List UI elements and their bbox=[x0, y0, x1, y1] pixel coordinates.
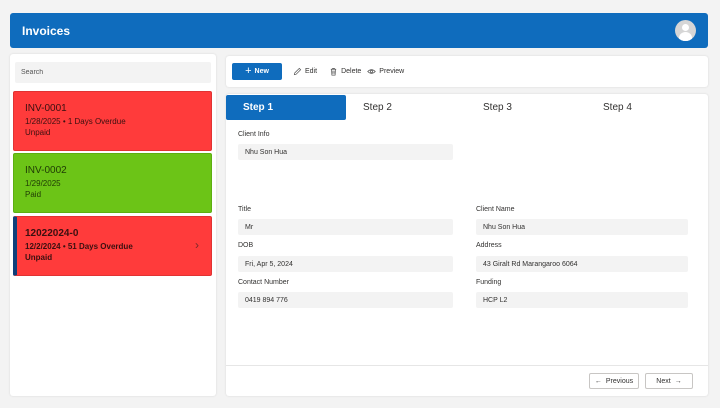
invoice-details: 1/29/2025 bbox=[25, 179, 61, 188]
invoice-details: 1/28/2025 • 1 Days Overdue bbox=[25, 117, 126, 126]
pencil-icon bbox=[293, 67, 302, 76]
arrow-right-icon: → bbox=[674, 377, 682, 385]
app-title: Invoices bbox=[22, 23, 71, 38]
client-name-label: Client Name bbox=[476, 206, 515, 213]
tab-step-2[interactable]: Step 2 bbox=[363, 102, 392, 113]
contact-number-field[interactable]: 0419 894 776 bbox=[238, 292, 453, 308]
edit-button[interactable]: Edit bbox=[293, 67, 317, 76]
edit-label: Edit bbox=[305, 68, 318, 75]
step-tabs: Step 1 Step 2 Step 3 Step 4 bbox=[226, 94, 708, 121]
chevron-right-icon: › bbox=[195, 238, 199, 252]
previous-button[interactable]: ← Previous bbox=[589, 373, 639, 389]
wizard-footer: ← Previous Next → bbox=[226, 365, 708, 396]
invoice-id: INV-0002 bbox=[25, 165, 67, 176]
next-label: Next bbox=[656, 377, 671, 385]
invoice-details: 12/2/2024 • 51 Days Overdue bbox=[25, 242, 133, 251]
app-header: Invoices bbox=[10, 13, 708, 48]
title-label: Title bbox=[238, 206, 251, 213]
tab-step-3[interactable]: Step 3 bbox=[483, 102, 512, 113]
address-field[interactable]: 43 Giralt Rd Marangaroo 6064 bbox=[476, 256, 688, 272]
trash-icon bbox=[330, 67, 337, 76]
title-field[interactable]: Mr bbox=[238, 219, 453, 235]
previous-label: Previous bbox=[605, 377, 634, 385]
preview-label: Preview bbox=[379, 68, 405, 75]
address-label: Address bbox=[476, 242, 502, 249]
client-name-field[interactable]: Nhu Son Hua bbox=[476, 219, 688, 235]
command-bar: + New Edit Delete Preview bbox=[226, 56, 708, 87]
preview-button[interactable]: Preview bbox=[367, 67, 404, 76]
new-button[interactable]: + New bbox=[232, 63, 282, 80]
invoice-status: Unpaid bbox=[25, 128, 51, 137]
client-info-label: Client Info bbox=[238, 131, 270, 138]
delete-label: Delete bbox=[341, 68, 362, 75]
dob-label: DOB bbox=[238, 242, 254, 249]
invoice-card[interactable]: INV-0001 1/28/2025 • 1 Days Overdue Unpa… bbox=[13, 91, 212, 151]
user-avatar-icon[interactable] bbox=[675, 20, 696, 41]
eye-icon bbox=[367, 69, 377, 74]
invoice-id: 12022024-0 bbox=[25, 228, 79, 239]
contact-number-label: Contact Number bbox=[238, 279, 289, 286]
tab-step-4[interactable]: Step 4 bbox=[603, 102, 632, 113]
client-info-field[interactable]: Nhu Son Hua bbox=[238, 144, 453, 160]
new-button-label: New bbox=[254, 68, 269, 75]
invoice-wizard-panel: Step 1 Step 2 Step 3 Step 4 Client Info … bbox=[226, 94, 708, 396]
funding-field[interactable]: HCP L2 bbox=[476, 292, 688, 308]
invoice-card[interactable]: INV-0002 1/29/2025 Paid bbox=[13, 153, 212, 213]
tab-step-1[interactable]: Step 1 bbox=[226, 95, 346, 120]
delete-button[interactable]: Delete bbox=[329, 67, 361, 76]
funding-label: Funding bbox=[476, 279, 502, 286]
invoice-id: INV-0001 bbox=[25, 103, 67, 114]
invoice-card-selected[interactable]: 12022024-0 12/2/2024 • 51 Days Overdue U… bbox=[13, 216, 212, 276]
next-button[interactable]: Next → bbox=[645, 373, 693, 389]
invoice-status: Paid bbox=[25, 190, 42, 199]
dob-field[interactable]: Fri, Apr 5, 2024 bbox=[238, 256, 453, 272]
arrow-left-icon: ← bbox=[594, 377, 602, 385]
invoice-status: Unpaid bbox=[25, 253, 53, 262]
plus-icon: + bbox=[245, 65, 252, 77]
search-input[interactable] bbox=[15, 62, 211, 83]
invoice-list-panel: INV-0001 1/28/2025 • 1 Days Overdue Unpa… bbox=[10, 54, 216, 396]
